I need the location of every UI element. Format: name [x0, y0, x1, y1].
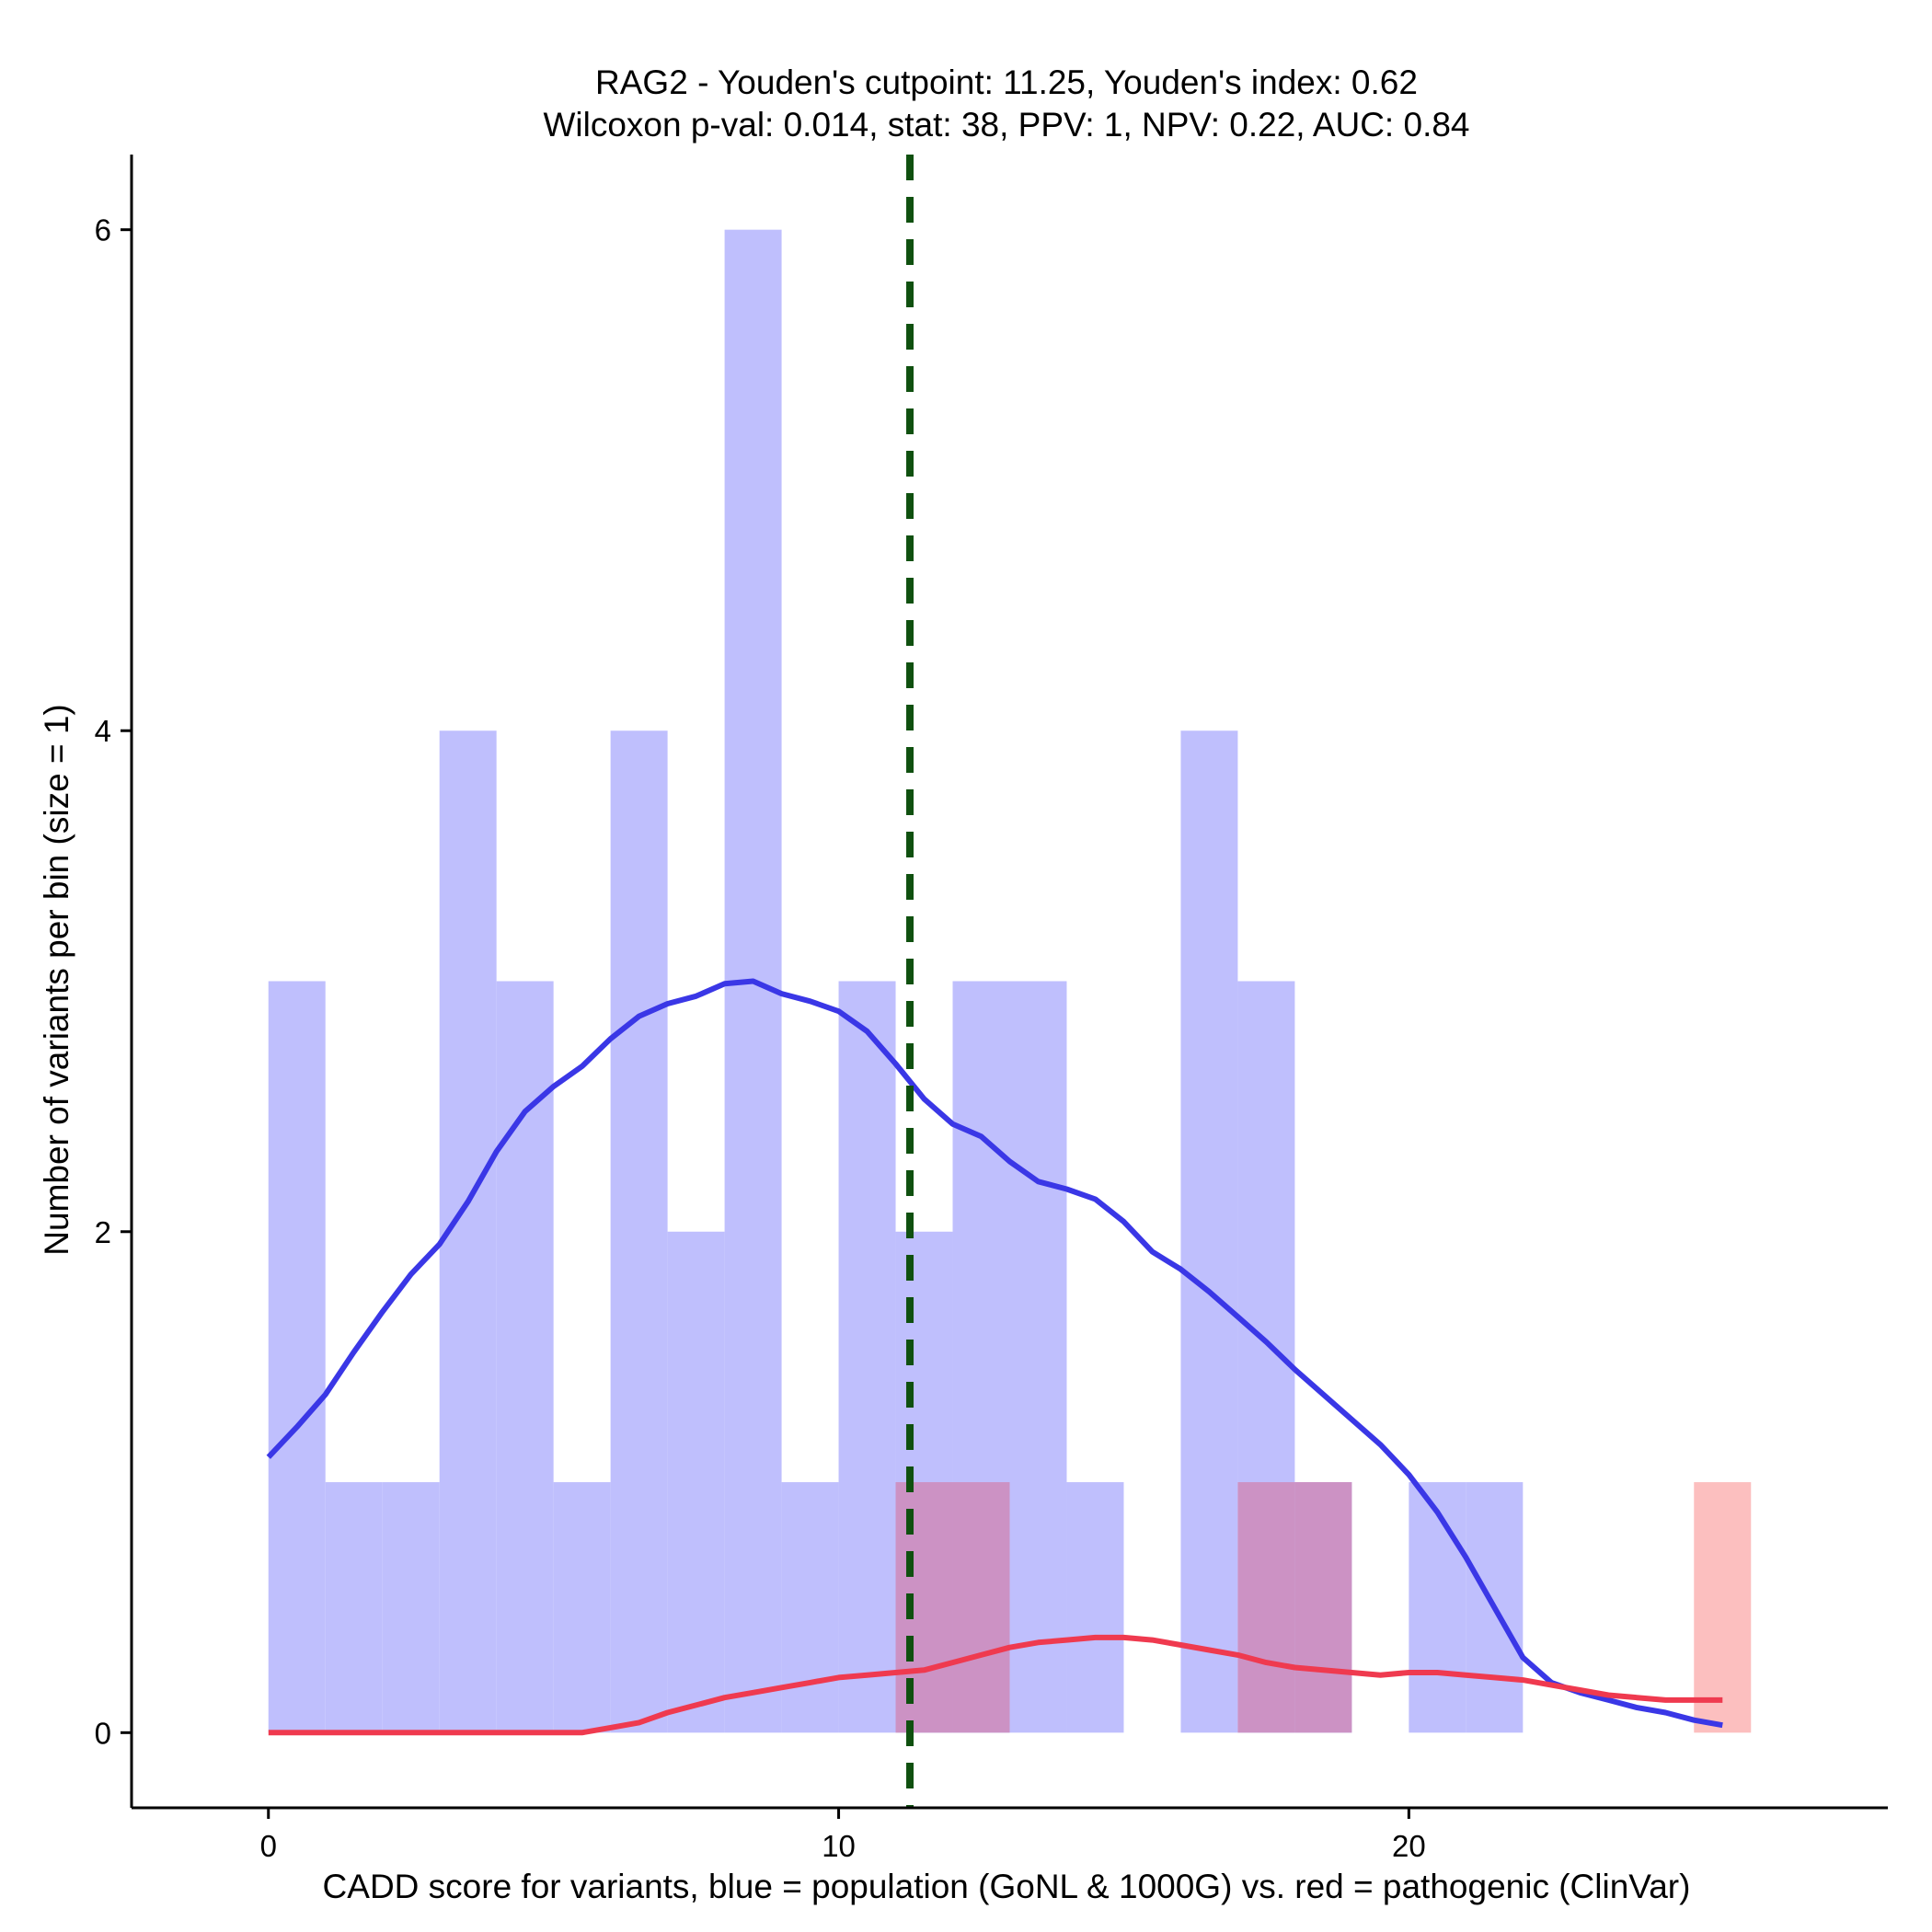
y-axis-label: Number of variants per bin (size = 1): [38, 704, 75, 1255]
y-tick-label: 4: [95, 714, 111, 748]
x-tick-label: 20: [1392, 1829, 1426, 1863]
population-bar: [1066, 1482, 1124, 1733]
chart-title: RAG2 - Youden's cutpoint: 11.25, Youden'…: [595, 63, 1418, 101]
pathogenic-bar: [952, 1482, 1010, 1733]
y-tick-label: 6: [95, 213, 111, 247]
population-bar: [781, 1482, 839, 1733]
population-bar: [667, 1231, 725, 1733]
population-bar: [553, 1482, 611, 1733]
population-bar: [496, 981, 554, 1733]
population-bar: [1009, 981, 1067, 1733]
population-bar: [325, 1482, 383, 1733]
pathogenic-density-curve: [268, 1634, 1723, 1736]
population-bar: [382, 1482, 440, 1733]
chart-subtitle: Wilcoxon p-val: 0.014, stat: 38, PPV: 1,…: [543, 106, 1469, 144]
population-bar: [1409, 1482, 1466, 1733]
pathogenic-bar: [895, 1482, 953, 1733]
y-tick-label: 2: [95, 1215, 111, 1249]
pathogenic-bars: [895, 1482, 1752, 1733]
x-axis-label: CADD score for variants, blue = populati…: [323, 1868, 1691, 1905]
x-tick-label: 10: [822, 1829, 856, 1863]
population-bar: [610, 730, 668, 1733]
population-density-curve: [266, 978, 1723, 1729]
x-tick-label: 0: [260, 1829, 277, 1863]
pathogenic-bar: [1694, 1482, 1752, 1733]
pathogenic-bar: [1237, 1482, 1295, 1733]
pathogenic-bar: [1294, 1482, 1352, 1733]
population-bar: [268, 981, 326, 1733]
population-bar: [838, 981, 896, 1733]
density-curves: [266, 978, 1723, 1736]
population-bar: [1180, 730, 1238, 1733]
y-tick-label: 0: [95, 1716, 111, 1750]
axes: 0 10 20 0 2 4 6: [95, 155, 1888, 1863]
